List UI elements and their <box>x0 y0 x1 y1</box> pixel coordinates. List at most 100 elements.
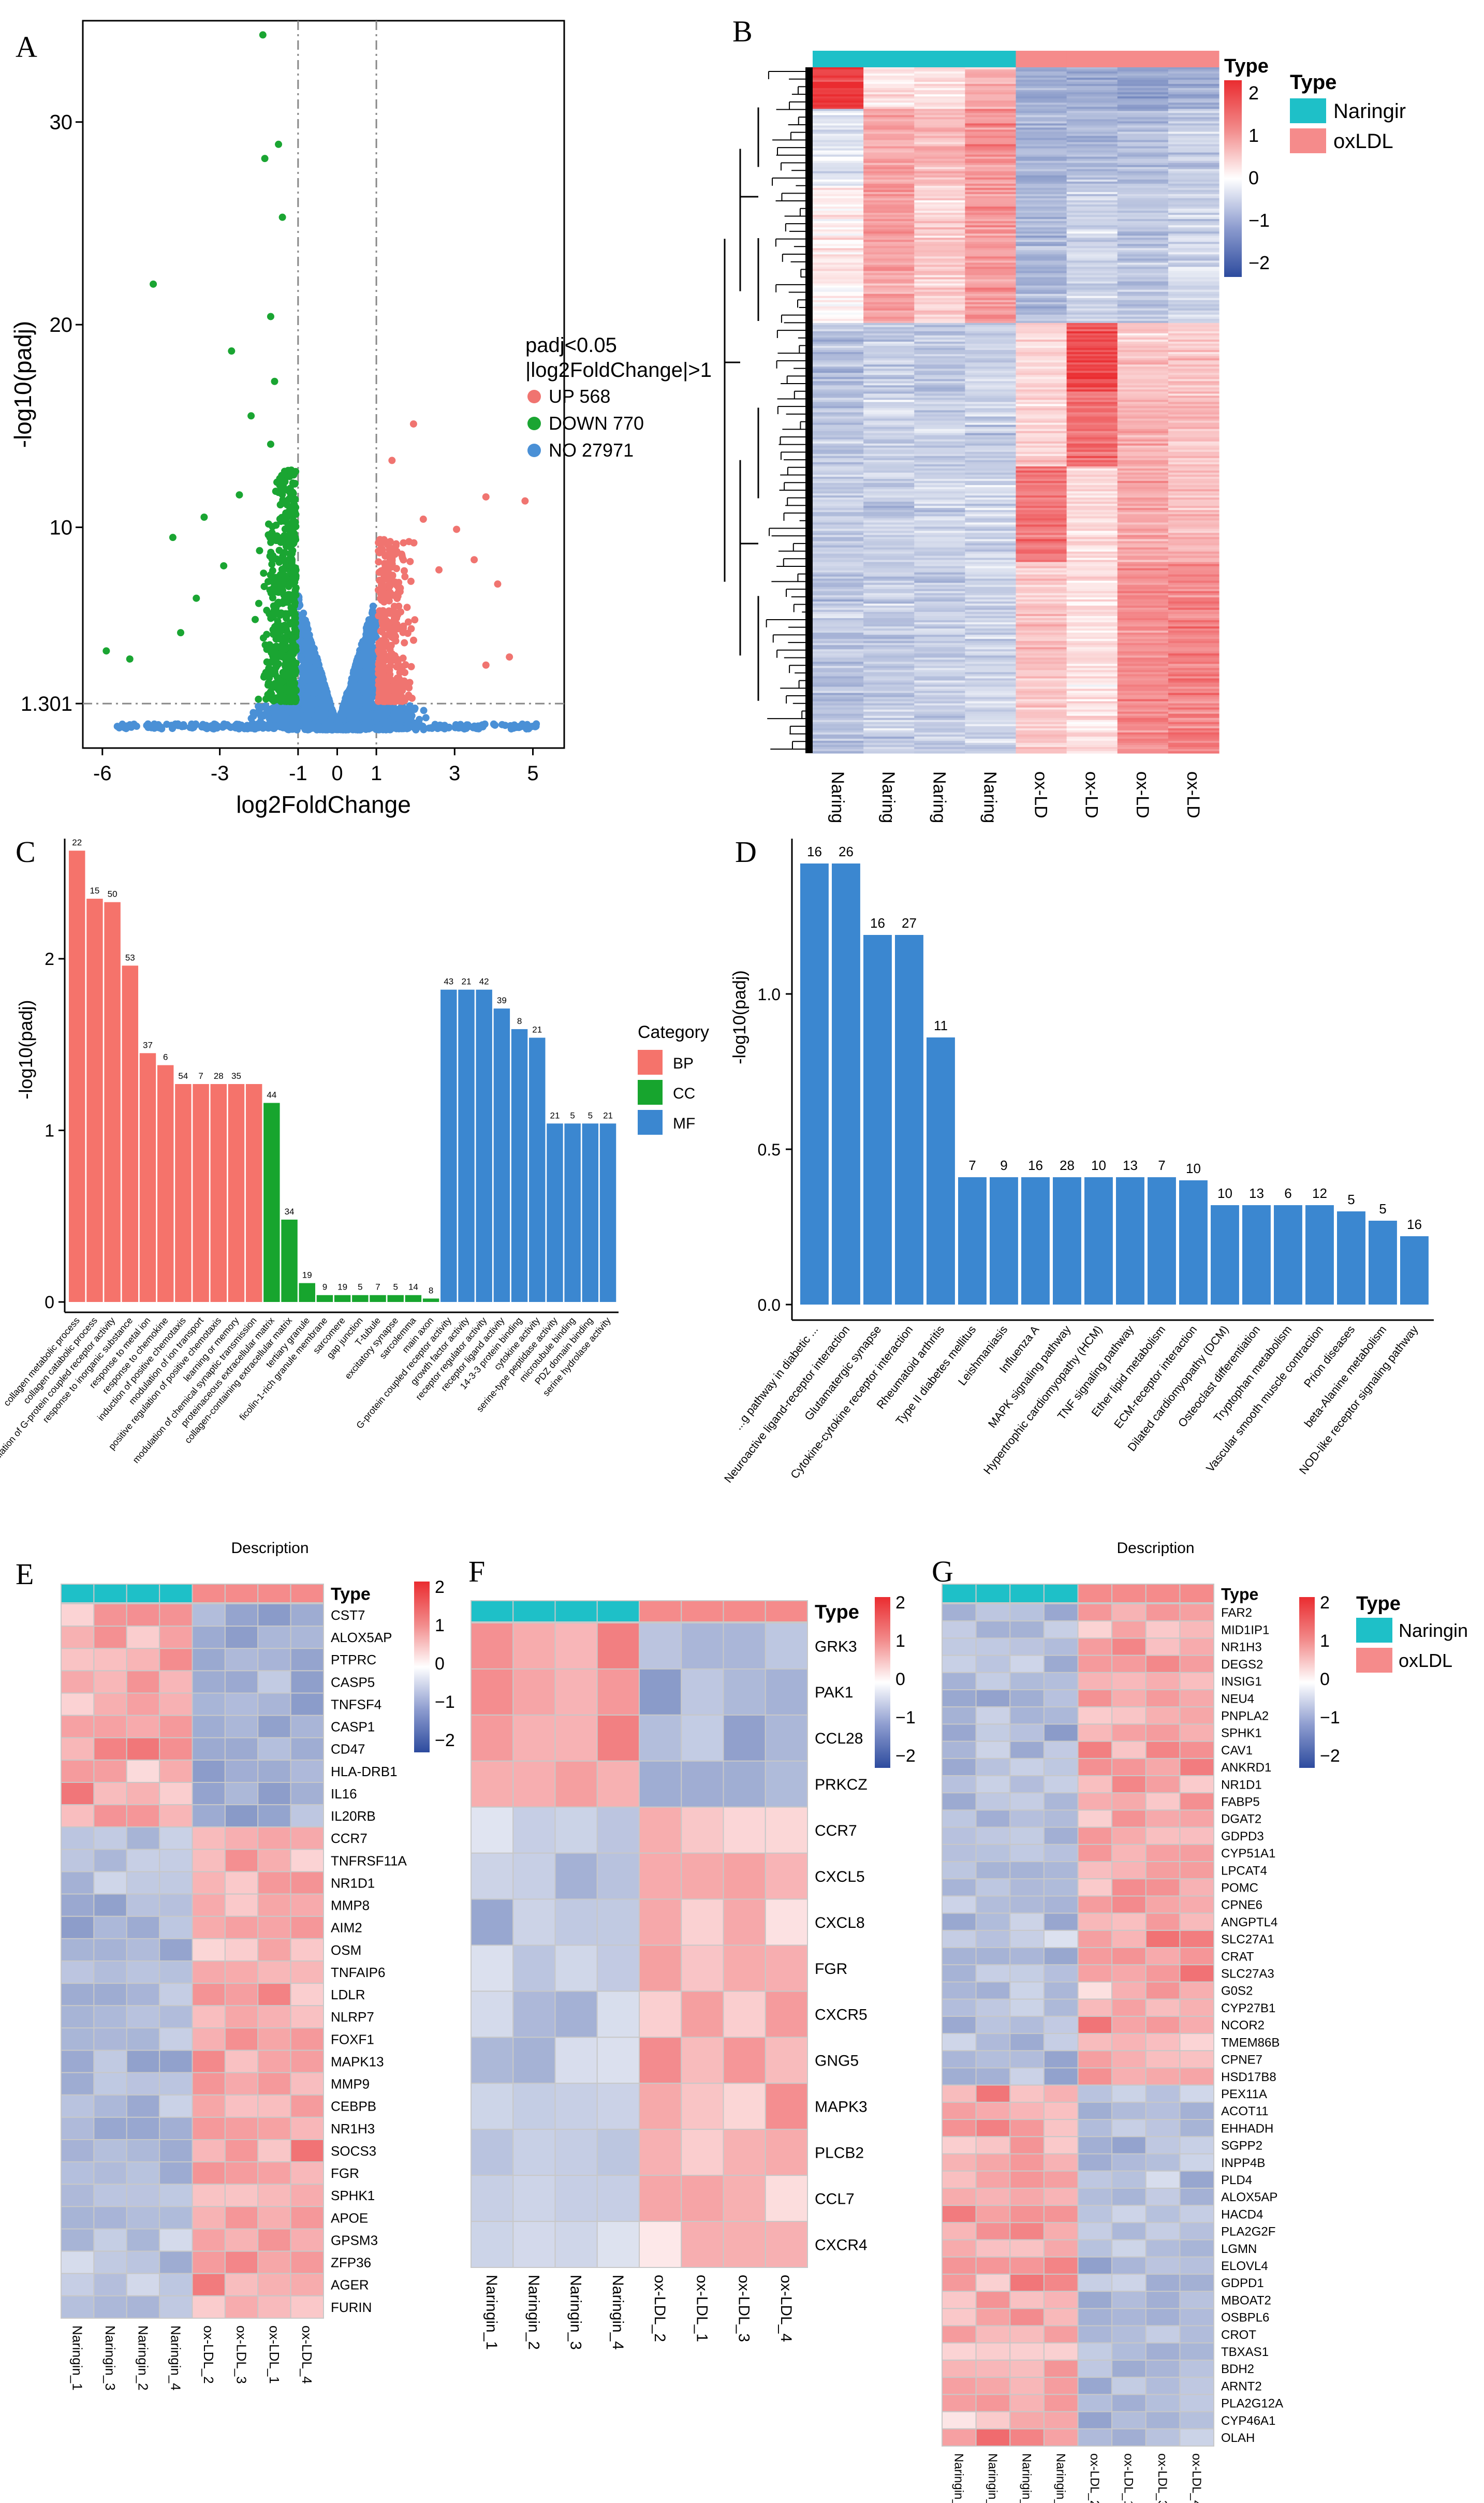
panel-label-c: C <box>16 835 36 869</box>
heatmap-cell <box>965 156 1017 159</box>
heatmap-cell <box>965 267 1017 270</box>
point-no <box>515 724 523 731</box>
heatmap-cell <box>1066 78 1118 80</box>
heatmap-cell <box>1016 165 1067 168</box>
heatmap-cell <box>1168 221 1219 224</box>
heatmap-cell <box>1168 196 1219 199</box>
heatmap-cell <box>914 254 965 257</box>
heatmap-cell <box>813 131 864 135</box>
heatmap-cell <box>1016 125 1067 128</box>
heatmap-cell <box>965 189 1017 193</box>
heatmap-cell <box>1168 98 1219 101</box>
heatmap-cell <box>863 312 915 315</box>
heatmap-cell <box>863 146 915 149</box>
point-down <box>289 680 297 687</box>
point-no <box>259 724 267 732</box>
heatmap-cell <box>914 277 965 280</box>
heatmap-cell <box>1117 215 1169 217</box>
heatmap-cell <box>914 256 965 259</box>
heatmap-cell <box>863 207 915 209</box>
point-no <box>527 723 535 730</box>
point-no <box>361 721 369 728</box>
heatmap-cell <box>1117 80 1169 82</box>
heatmap-cell <box>1117 308 1169 311</box>
heatmap-cell <box>1117 78 1169 80</box>
heatmap-cell <box>863 131 915 135</box>
heatmap-cell <box>1168 289 1219 292</box>
heatmap-cell <box>1016 204 1067 207</box>
heatmap-cell <box>813 244 864 246</box>
heatmap-cell <box>1117 362 1169 365</box>
heatmap-cell <box>914 219 965 222</box>
heatmap-cell <box>863 252 915 255</box>
heatmap-cell <box>1066 265 1118 268</box>
heatmap-cell <box>1168 202 1219 205</box>
heatmap-cell <box>1016 158 1067 162</box>
heatmap-cell <box>863 227 915 230</box>
heatmap-cell <box>1168 314 1219 317</box>
heatmap-cell <box>1168 115 1219 118</box>
heatmap-cell <box>813 279 864 282</box>
heatmap-cell <box>1066 150 1118 153</box>
heatmap-cell <box>914 298 965 301</box>
point-up <box>399 554 406 562</box>
heatmap-cell <box>863 74 915 76</box>
point-no <box>174 722 182 729</box>
heatmap-cell <box>1016 364 1067 367</box>
type-annotation-cell <box>1066 51 1118 68</box>
heatmap-cell <box>965 179 1017 182</box>
heatmap-cell <box>1016 219 1067 222</box>
heatmap-cell <box>1168 158 1219 162</box>
heatmap-cell <box>1168 339 1219 342</box>
heatmap-cell <box>1016 256 1067 259</box>
heatmap-cell <box>1117 185 1169 188</box>
heatmap-cell <box>1117 316 1169 319</box>
heatmap-cell <box>1168 117 1219 120</box>
heatmap-cell <box>863 289 915 292</box>
heatmap-cell <box>914 185 965 188</box>
heatmap-cell <box>965 219 1017 222</box>
heatmap-cell <box>1168 136 1219 139</box>
heatmap-cell <box>1168 271 1219 274</box>
heatmap-cell <box>914 269 965 272</box>
heatmap-cell <box>1168 173 1219 176</box>
legend-item: DOWN 770 <box>549 413 644 434</box>
heatmap-cell <box>1168 67 1219 70</box>
heatmap-cell <box>914 236 965 238</box>
point-up <box>393 581 401 589</box>
heatmap-cell <box>1117 287 1169 290</box>
heatmap-cell <box>1016 354 1067 357</box>
heatmap-cell <box>1016 250 1067 253</box>
heatmap-cell <box>1066 320 1118 324</box>
legend-subtitle: |log2FoldChange|>1 <box>525 359 712 382</box>
heatmap-cell <box>813 98 864 101</box>
heatmap-cell <box>813 84 864 86</box>
heatmap-cell <box>1117 246 1169 248</box>
point-down <box>289 479 297 487</box>
heatmap-cell <box>1117 204 1169 207</box>
heatmap-cell <box>1117 127 1169 130</box>
heatmap-cell <box>1117 262 1169 266</box>
heatmap-cell <box>1066 189 1118 193</box>
point-up <box>403 604 411 611</box>
heatmap-cell <box>863 185 915 188</box>
heatmap-cell <box>813 196 864 199</box>
heatmap-cell <box>1066 238 1118 240</box>
heatmap-cell <box>1117 181 1169 184</box>
heatmap-cell <box>1117 146 1169 149</box>
heatmap-cell <box>1117 134 1169 137</box>
point-down <box>285 582 292 590</box>
heatmap-cell <box>1117 94 1169 97</box>
heatmap-cell <box>1066 113 1118 115</box>
heatmap-cell <box>813 105 864 107</box>
heatmap-cell <box>965 82 1017 84</box>
heatmap-cell <box>914 194 965 197</box>
heatmap-cell <box>1066 291 1118 295</box>
plot-frame <box>82 20 565 749</box>
heatmap-cell <box>1016 86 1067 89</box>
heatmap-cell <box>1117 356 1169 359</box>
heatmap-cell <box>1117 258 1169 261</box>
heatmap-cell <box>1066 86 1118 89</box>
heatmap-cell <box>863 138 915 141</box>
type-annotation-cell <box>965 51 1016 68</box>
